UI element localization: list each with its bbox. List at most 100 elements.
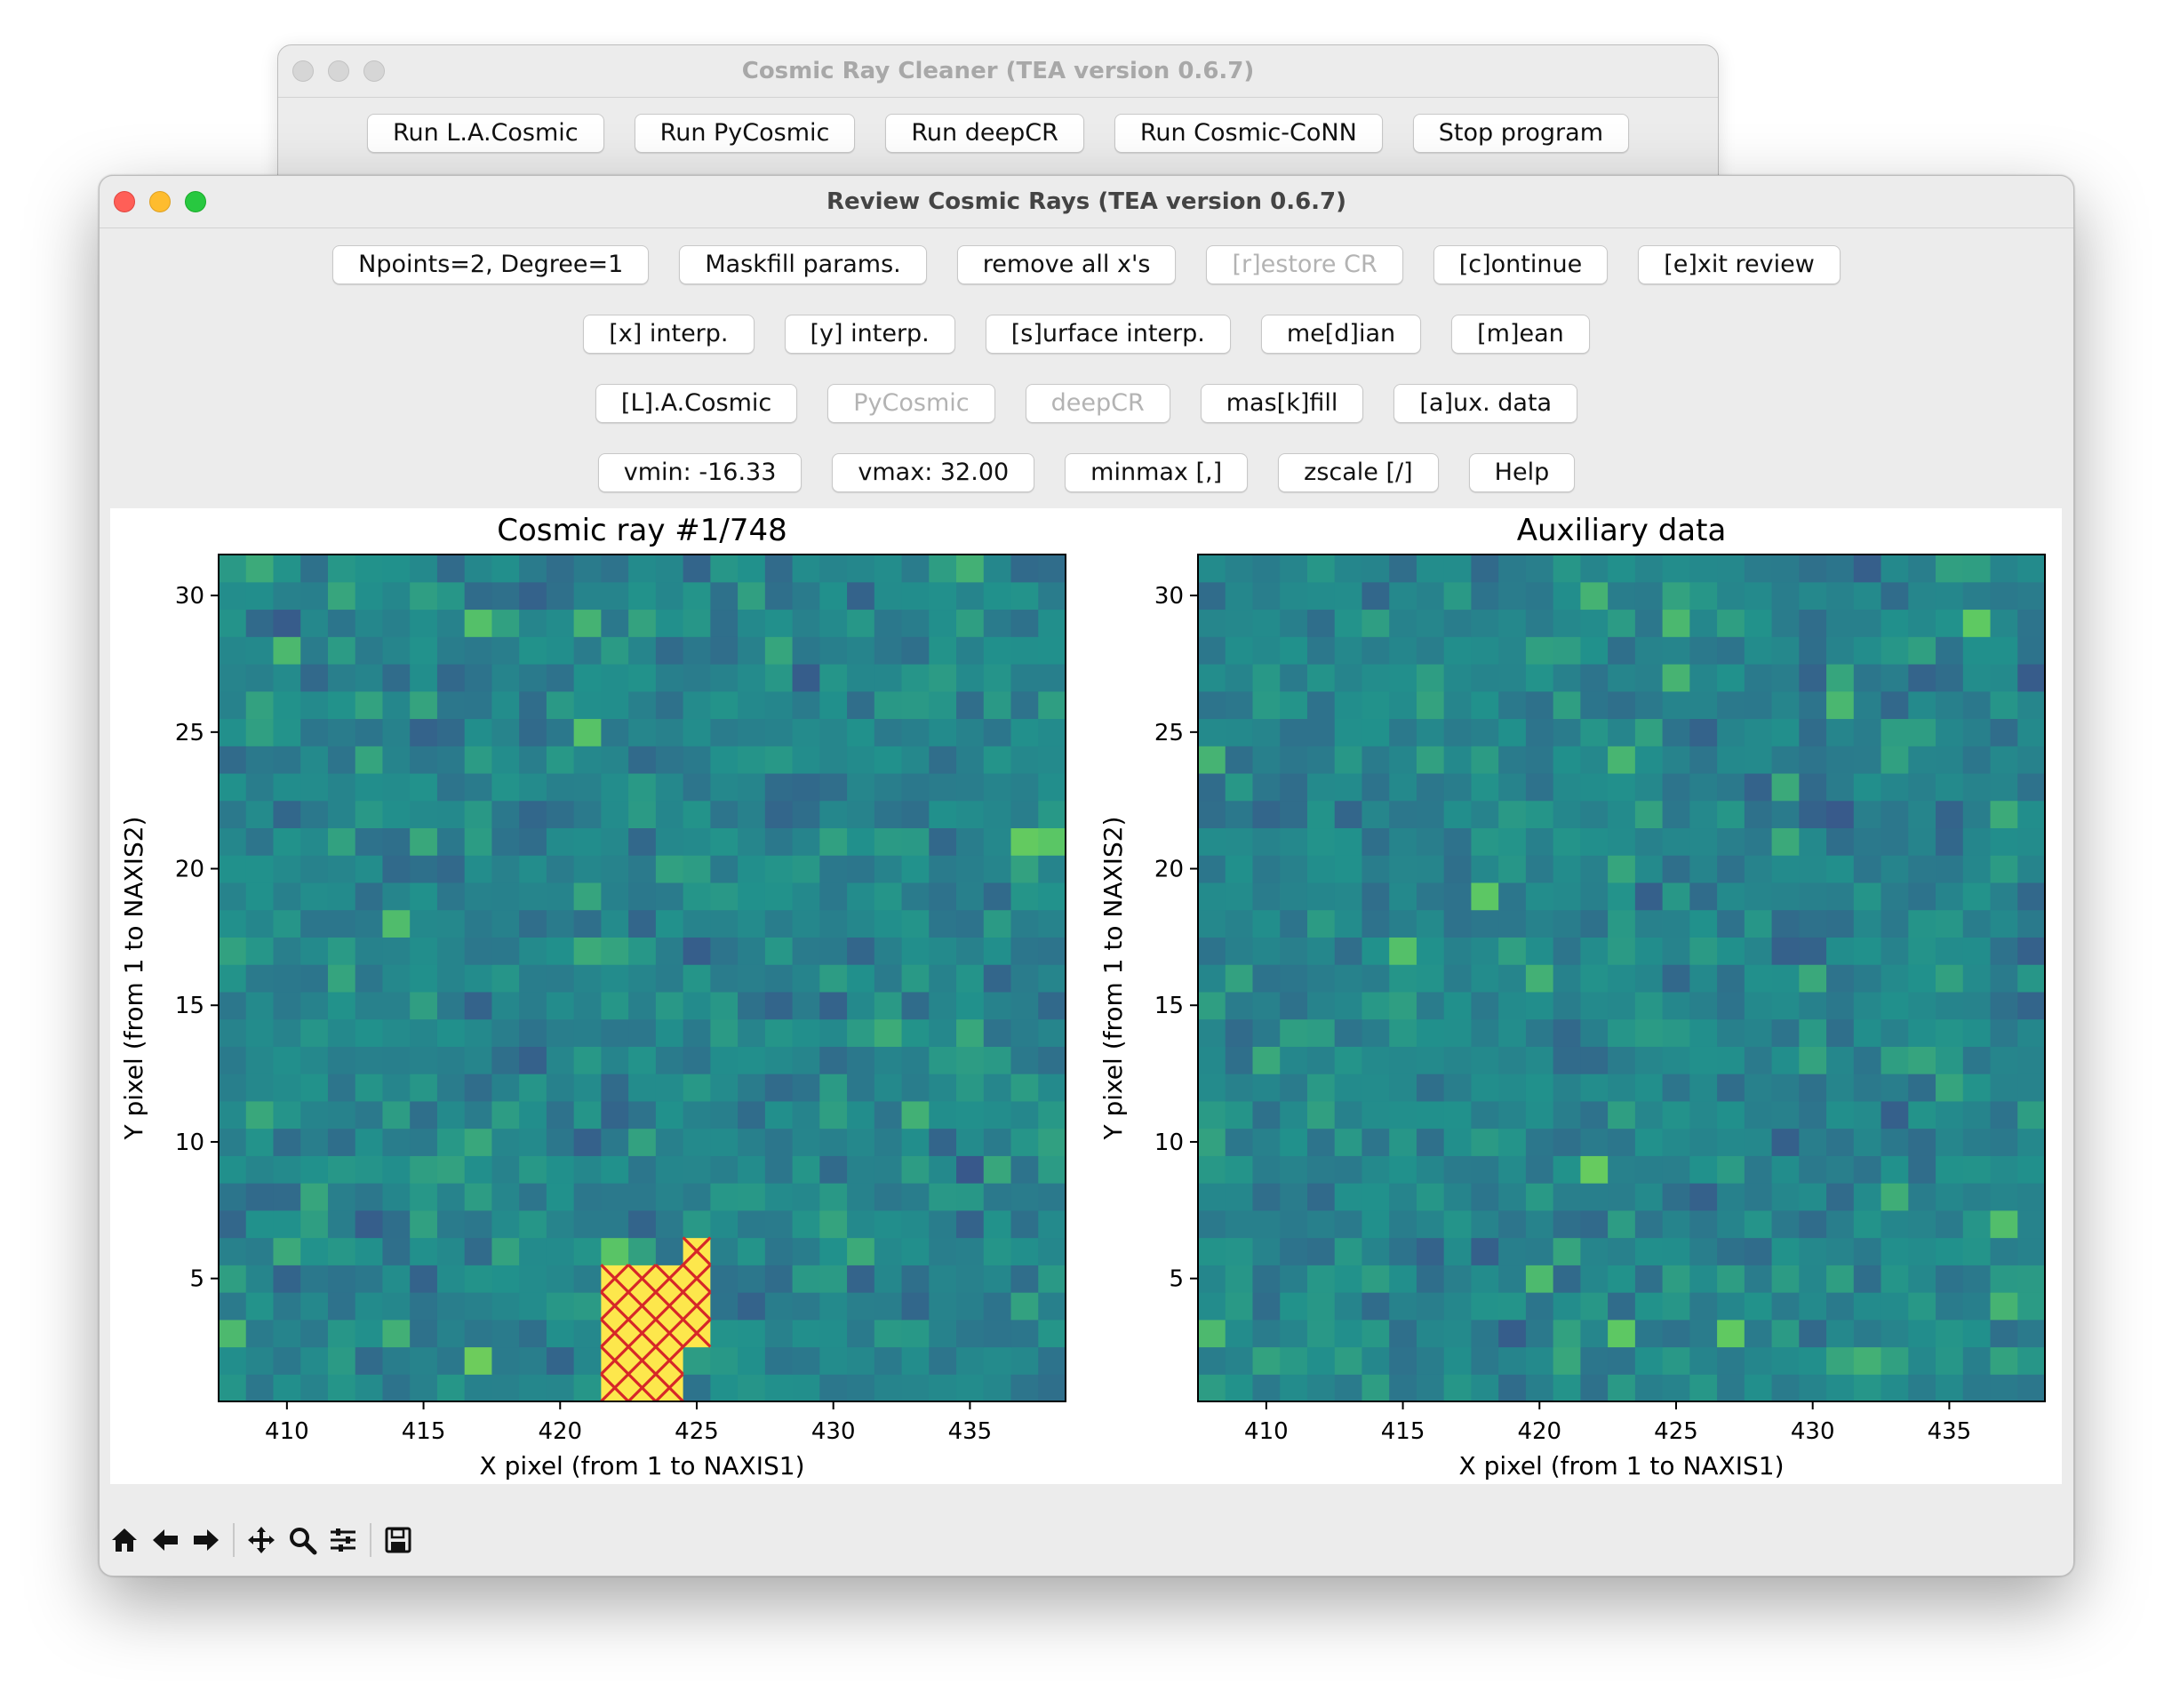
heatmap-pixel: [1471, 1237, 1499, 1265]
x-tick-label: 430: [811, 1418, 856, 1445]
mas-k-fill-button[interactable]: mas[k]fill: [1200, 384, 1364, 423]
a-ux-data-button[interactable]: [a]ux. data: [1393, 384, 1578, 423]
heatmap-pixel: [410, 555, 438, 583]
heatmap-pixel: [1252, 1128, 1281, 1156]
zscale-button[interactable]: zscale [/]: [1278, 453, 1439, 492]
heatmap-pixel: [956, 1073, 985, 1102]
heatmap-pixel: [1471, 855, 1499, 883]
heatmap-pixel: [1334, 1374, 1363, 1402]
run-cosmic-conn-button[interactable]: Run Cosmic-CoNN: [1114, 114, 1383, 153]
maskfill-params-button[interactable]: Maskfill params.: [679, 245, 927, 284]
heatmap-pixel: [1198, 1128, 1226, 1156]
heatmap-pixel: [1662, 1237, 1690, 1265]
heatmap-image[interactable]: [219, 555, 1066, 1402]
minimize-button[interactable]: [328, 60, 349, 82]
heatmap-pixel: [1799, 827, 1827, 856]
heatmap-pixel: [1198, 690, 1226, 720]
heatmap-pixel: [601, 772, 629, 802]
zoom-button[interactable]: [185, 191, 206, 212]
heatmap-pixel: [219, 772, 247, 802]
matplotlib-figure[interactable]: Cosmic ray #1/748 410 415 420 425 430 435 5 10 15…: [110, 508, 2062, 1484]
run-pycosmic-button[interactable]: Run PyCosmic: [634, 114, 856, 153]
heatmap-pixel: [628, 1237, 657, 1265]
heatmap-pixel: [1799, 991, 1827, 1020]
heatmap-pixel: [1471, 964, 1499, 993]
heatmap-pixel: [901, 1100, 930, 1129]
pycosmic-button[interactable]: PyCosmic: [827, 384, 995, 423]
heatmap-pixel: [1990, 1319, 2018, 1348]
npoints-2-degree-1-button[interactable]: Npoints=2, Degree=1: [332, 245, 650, 284]
run-deepcr-button[interactable]: Run deepCR: [885, 114, 1084, 153]
heatmap-pixel: [464, 800, 493, 829]
pan-icon[interactable]: [244, 1522, 279, 1558]
heatmap-pixel: [410, 1237, 438, 1265]
save-icon[interactable]: [380, 1522, 416, 1558]
s-urface-interp-button[interactable]: [s]urface interp.: [985, 315, 1231, 354]
heatmap-pixel: [1553, 555, 1581, 583]
x-interp-button[interactable]: [x] interp.: [583, 315, 755, 354]
back-arrow-icon[interactable]: [148, 1522, 183, 1558]
heatmap-pixel: [764, 882, 794, 911]
deepcr-button[interactable]: deepCR: [1025, 384, 1170, 423]
remove-all-x-s-button[interactable]: remove all x's: [956, 245, 1177, 284]
heatmap-pixel: [929, 1265, 957, 1293]
heatmap-image[interactable]: [1198, 555, 2046, 1402]
c-ontinue-button[interactable]: [c]ontinue: [1433, 245, 1609, 284]
heatmap-pixel: [1471, 991, 1499, 1020]
heatmap-pixel: [382, 909, 411, 938]
heatmap-pixel: [847, 909, 875, 938]
home-icon[interactable]: [107, 1522, 142, 1558]
heatmap-pixel: [901, 772, 930, 802]
heatmap-pixel: [1634, 800, 1664, 829]
minmax-button[interactable]: minmax [,]: [1065, 453, 1249, 492]
heatmap-pixel: [983, 1265, 1012, 1293]
zoom-button[interactable]: [363, 60, 385, 82]
help-button[interactable]: Help: [1468, 453, 1576, 492]
run-l-a-cosmic-button[interactable]: Run L.A.Cosmic: [367, 114, 604, 153]
heatmap-pixel: [1334, 1155, 1363, 1184]
heatmap-pixel: [1553, 1265, 1581, 1293]
heatmap-pixel: [1225, 1292, 1254, 1321]
heatmap-pixel: [1525, 636, 1554, 665]
heatmap-pixel: [1443, 1073, 1473, 1102]
heatmap-pixel: [355, 1073, 384, 1102]
cosmic-ray-x-marker: [654, 1290, 684, 1321]
l-a-cosmic-button[interactable]: [L].A.Cosmic: [595, 384, 798, 423]
stop-program-button[interactable]: Stop program: [1412, 114, 1629, 153]
heatmap-pixel: [1010, 827, 1039, 856]
heatmap-pixel: [1553, 882, 1581, 911]
vmax-32-00-button[interactable]: vmax: 32.00: [832, 453, 1035, 492]
heatmap-pixel: [1306, 1346, 1336, 1375]
heatmap-pixel: [1553, 827, 1581, 856]
heatmap-pixel: [1936, 772, 1964, 802]
heatmap-pixel: [1306, 690, 1336, 720]
zoom-icon[interactable]: [284, 1522, 320, 1558]
heatmap-pixel: [1225, 718, 1254, 746]
minimize-button[interactable]: [149, 191, 171, 212]
heatmap-pixel: [273, 1209, 301, 1239]
heatmap-pixel: [273, 1346, 301, 1375]
heatmap-pixel: [1010, 1100, 1039, 1129]
heatmap-pixel: [983, 1018, 1012, 1047]
me-d-ian-button[interactable]: me[d]ian: [1260, 315, 1422, 354]
close-button[interactable]: [114, 191, 135, 212]
e-xit-review-button[interactable]: [e]xit review: [1638, 245, 1841, 284]
heatmap-pixel: [245, 800, 275, 829]
heatmap-pixel: [491, 1319, 520, 1348]
close-button[interactable]: [292, 60, 314, 82]
forward-arrow-icon[interactable]: [188, 1522, 224, 1558]
m-ean-button[interactable]: [m]ean: [1451, 315, 1590, 354]
heatmap-pixel: [1280, 1319, 1308, 1348]
heatmap-pixel: [1389, 636, 1417, 665]
vmin-16-33-button[interactable]: vmin: -16.33: [597, 453, 803, 492]
configure-subplots-icon[interactable]: [325, 1522, 361, 1558]
heatmap-pixel: [1498, 746, 1527, 774]
r-estore-cr-button[interactable]: [r]estore CR: [1206, 245, 1403, 284]
y-interp-button[interactable]: [y] interp.: [784, 315, 955, 354]
heatmap-pixel: [1225, 581, 1254, 611]
heatmap-pixel: [983, 609, 1012, 637]
heatmap-pixel: [1471, 909, 1499, 938]
